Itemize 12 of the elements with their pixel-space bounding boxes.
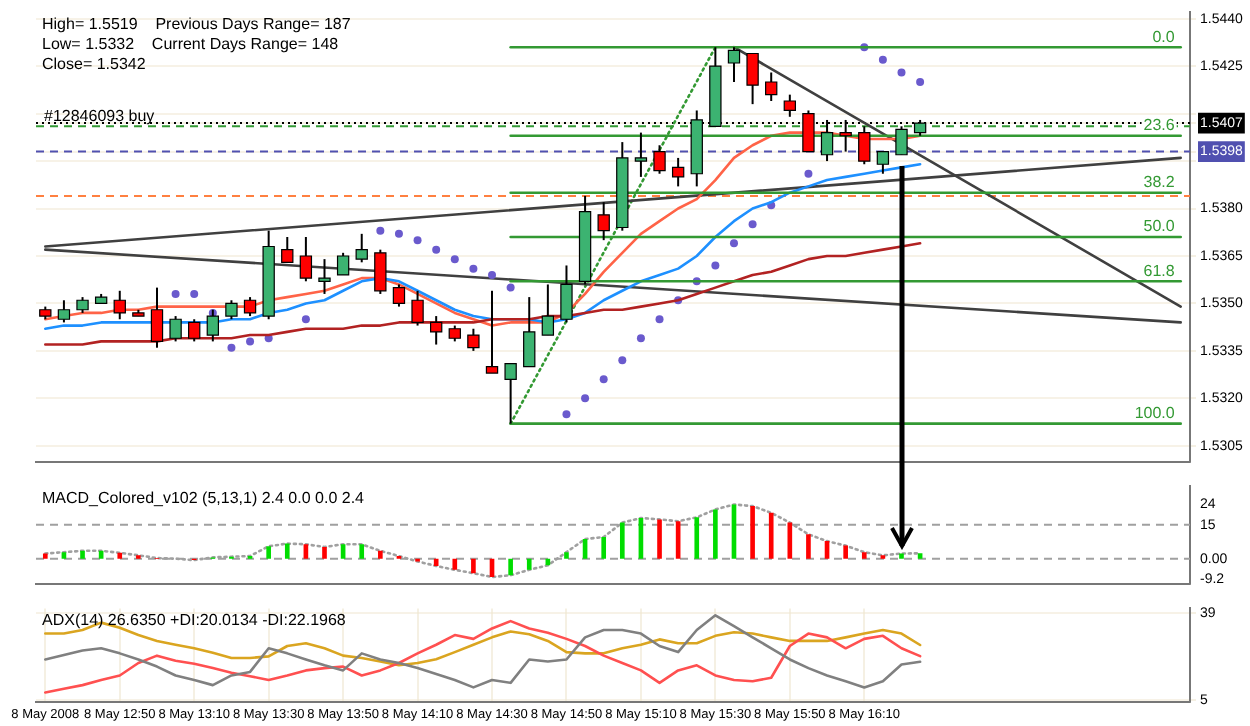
annotation: Close= 1.5342 [42, 54, 147, 73]
series-label: 23.6 [1143, 116, 1176, 135]
annotation: #12846093 buy [44, 106, 155, 125]
chart-title: MACD_Colored_v102 (5,13,1) 2.4 0.0 0.0 2.4 [42, 488, 366, 507]
series-label: 100.0 [1134, 404, 1176, 423]
annotation: High= 1.5519 Previous Days Range= 187 [42, 14, 352, 33]
series-label: 0.0 [1152, 27, 1176, 46]
series-label: 38.2 [1143, 173, 1176, 192]
annotation: Low= 1.5332 Current Days Range= 148 [42, 34, 340, 53]
series-label: 50.0 [1143, 217, 1176, 236]
chart-title: ADX(14) 26.6350 +DI:20.0134 -DI:22.1968 [42, 610, 347, 629]
series-label: 61.8 [1143, 261, 1176, 280]
